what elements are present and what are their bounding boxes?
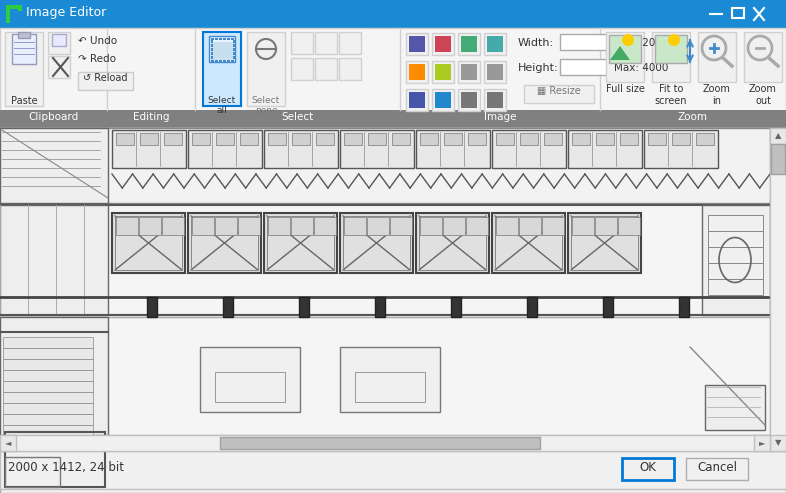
FancyBboxPatch shape [299,297,309,317]
Text: OK: OK [640,461,656,474]
FancyBboxPatch shape [527,297,537,317]
FancyBboxPatch shape [264,130,338,168]
FancyBboxPatch shape [708,263,763,279]
FancyBboxPatch shape [461,36,477,52]
Text: Select: Select [281,112,314,122]
FancyBboxPatch shape [233,56,235,59]
FancyBboxPatch shape [606,32,644,82]
FancyBboxPatch shape [416,213,489,273]
FancyBboxPatch shape [595,217,617,235]
FancyBboxPatch shape [164,133,182,145]
FancyBboxPatch shape [406,61,428,83]
FancyBboxPatch shape [390,217,412,235]
Polygon shape [610,46,630,60]
FancyBboxPatch shape [620,133,638,145]
FancyBboxPatch shape [560,34,610,50]
Text: Max: 2000: Max: 2000 [614,38,668,48]
FancyBboxPatch shape [487,36,503,52]
FancyBboxPatch shape [603,297,613,317]
FancyBboxPatch shape [0,435,770,451]
Text: Paste: Paste [11,96,37,106]
FancyBboxPatch shape [406,33,428,55]
FancyBboxPatch shape [3,337,93,348]
FancyBboxPatch shape [644,130,718,168]
FancyBboxPatch shape [406,89,428,111]
FancyBboxPatch shape [233,52,235,55]
Text: Width:: Width: [518,38,554,48]
FancyBboxPatch shape [466,217,488,235]
Text: Clipboard: Clipboard [28,112,79,122]
FancyBboxPatch shape [0,128,770,435]
FancyBboxPatch shape [227,60,230,62]
FancyBboxPatch shape [3,381,93,392]
FancyBboxPatch shape [484,61,506,83]
FancyBboxPatch shape [744,32,782,82]
FancyBboxPatch shape [375,297,385,317]
FancyBboxPatch shape [340,130,414,168]
FancyBboxPatch shape [116,133,134,145]
FancyBboxPatch shape [0,451,786,489]
FancyBboxPatch shape [0,128,108,203]
FancyBboxPatch shape [0,205,108,315]
Text: Cancel: Cancel [697,461,737,474]
FancyBboxPatch shape [116,217,138,235]
Text: Image: Image [483,112,516,122]
FancyBboxPatch shape [409,36,425,52]
FancyBboxPatch shape [227,38,230,40]
FancyBboxPatch shape [233,44,235,47]
FancyBboxPatch shape [652,32,690,82]
FancyBboxPatch shape [6,5,22,11]
FancyBboxPatch shape [432,89,454,111]
FancyBboxPatch shape [200,347,300,412]
FancyBboxPatch shape [3,348,93,359]
FancyBboxPatch shape [292,133,310,145]
FancyBboxPatch shape [696,133,714,145]
FancyBboxPatch shape [10,9,18,15]
FancyBboxPatch shape [247,32,285,106]
FancyBboxPatch shape [315,32,337,54]
FancyBboxPatch shape [233,40,235,43]
FancyBboxPatch shape [314,217,336,235]
FancyBboxPatch shape [192,133,210,145]
FancyBboxPatch shape [451,297,461,317]
FancyBboxPatch shape [211,56,213,59]
FancyBboxPatch shape [432,61,454,83]
FancyBboxPatch shape [316,133,334,145]
FancyBboxPatch shape [568,130,642,168]
FancyBboxPatch shape [708,231,763,247]
FancyBboxPatch shape [112,130,186,168]
FancyBboxPatch shape [223,38,226,40]
Text: ◄: ◄ [5,438,11,447]
FancyBboxPatch shape [367,217,389,235]
FancyBboxPatch shape [708,247,763,263]
FancyBboxPatch shape [560,59,610,75]
FancyBboxPatch shape [188,130,262,168]
FancyBboxPatch shape [3,403,93,414]
FancyBboxPatch shape [368,133,386,145]
Text: ↷ Redo: ↷ Redo [78,54,116,64]
FancyBboxPatch shape [524,85,594,103]
FancyBboxPatch shape [211,44,213,47]
FancyBboxPatch shape [492,213,565,273]
FancyBboxPatch shape [0,205,770,315]
FancyBboxPatch shape [112,213,185,273]
FancyBboxPatch shape [162,217,184,235]
Text: ▲: ▲ [775,131,781,140]
FancyBboxPatch shape [223,60,226,62]
FancyBboxPatch shape [268,133,286,145]
FancyBboxPatch shape [568,213,641,273]
FancyBboxPatch shape [409,92,425,108]
FancyBboxPatch shape [468,133,486,145]
FancyBboxPatch shape [542,217,564,235]
FancyBboxPatch shape [0,317,108,435]
Text: Editing: Editing [133,112,169,122]
Text: Select
none: Select none [252,96,280,115]
FancyBboxPatch shape [211,40,213,43]
FancyBboxPatch shape [340,213,413,273]
FancyBboxPatch shape [211,60,214,62]
FancyBboxPatch shape [609,35,641,63]
FancyBboxPatch shape [432,33,454,55]
FancyBboxPatch shape [487,92,503,108]
FancyBboxPatch shape [264,213,337,273]
